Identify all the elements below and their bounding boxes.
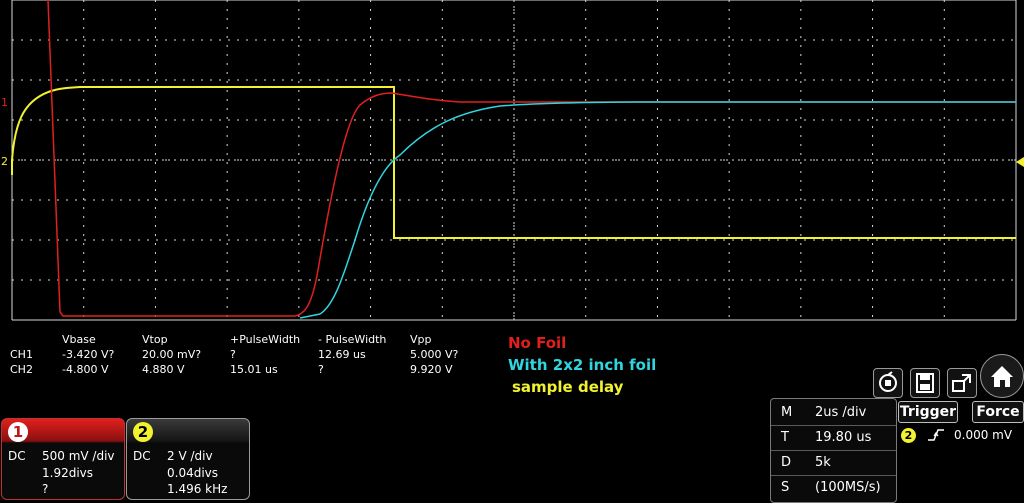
display-icon[interactable] xyxy=(947,368,977,398)
ch1-number-badge: 1 xyxy=(8,422,28,442)
header-vtop: Vtop xyxy=(142,333,168,346)
header-vbase: Vbase xyxy=(62,333,96,346)
timebase-value-d: 5k xyxy=(815,455,831,470)
channel-level-markers[interactable]: 1 2 xyxy=(1,96,1024,168)
ch2-frequency: 1.496 kHz xyxy=(167,482,228,496)
waveform-traces xyxy=(11,0,1016,319)
trigger-level: 0.000 mV xyxy=(954,428,1013,442)
trigger-source-badge: 2 xyxy=(901,428,916,443)
header-pos-pulsewidth: +PulseWidth xyxy=(230,333,301,346)
row-ch1-vpp: 5.000 V? xyxy=(410,348,459,361)
ch1-scale: 500 mV /div xyxy=(42,449,115,463)
channel1-panel[interactable]: 1 DC 500 mV /div 1.92divs ? xyxy=(1,418,125,500)
row-ch1-label: CH1 xyxy=(10,348,33,361)
annotation-sample-delay: sample delay xyxy=(512,378,624,396)
ch2-number-badge: 2 xyxy=(133,422,153,442)
ch2-offset: 0.04divs xyxy=(167,466,219,480)
trigger-level-marker xyxy=(1016,157,1024,167)
row-ch2-vbase: -4.800 V xyxy=(62,363,109,376)
row-ch1-vbase: -3.420 V? xyxy=(62,348,115,361)
yellow-sample-delay-trace xyxy=(11,86,1016,239)
annotation-with-foil: With 2x2 inch foil xyxy=(508,356,657,374)
row-ch2-label: CH2 xyxy=(10,363,33,376)
timebase-value-t: 19.80 us xyxy=(815,430,872,445)
ch1-level-marker: 1 xyxy=(1,96,8,109)
timebase-key-t: T xyxy=(781,430,789,445)
annotation-no-foil: No Foil xyxy=(508,334,567,352)
graticule xyxy=(11,0,1017,321)
row-ch2-vpp: 9.920 V xyxy=(410,363,453,376)
timebase-row-depth: D 5k xyxy=(771,451,896,476)
ch1-coupling: DC xyxy=(8,449,26,463)
timebase-panel[interactable]: M 2us /div T 19.80 us D 5k S (100MS/s) xyxy=(770,398,897,503)
home-icon[interactable] xyxy=(980,354,1024,398)
row-ch1-pos-pw: ? xyxy=(230,348,236,361)
timebase-value-s: (100MS/s) xyxy=(815,480,881,495)
timebase-row-samplerate: S (100MS/s) xyxy=(771,476,896,500)
row-ch2-neg-pw: ? xyxy=(318,363,324,376)
timebase-row-trigger-time: T 19.80 us xyxy=(771,426,896,451)
save-icon[interactable] xyxy=(910,368,940,398)
header-vpp: Vpp xyxy=(410,333,432,346)
ch2-level-marker: 2 xyxy=(1,155,8,168)
timebase-key-s: S xyxy=(781,480,790,495)
red-ch1-trace xyxy=(47,0,1016,317)
cyan-ch2-trace xyxy=(299,101,1016,319)
ch2-coupling: DC xyxy=(133,449,151,463)
ch1-offset: 1.92divs xyxy=(42,466,94,480)
row-ch2-vtop: 4.880 V xyxy=(142,363,185,376)
row-ch1-neg-pw: 12.69 us xyxy=(318,348,366,361)
header-neg-pulsewidth: - PulseWidth xyxy=(318,333,387,346)
oscilloscope-screen[interactable]: 1 2 xyxy=(0,0,1024,330)
timebase-row-main: M 2us /div xyxy=(771,401,896,426)
timebase-key-m: M xyxy=(781,405,793,420)
channel2-panel[interactable]: 2 DC 2 V /div 0.04divs 1.496 kHz xyxy=(126,418,250,500)
force-button[interactable]: Force xyxy=(972,401,1024,423)
trigger-button[interactable]: Trigger xyxy=(898,401,958,423)
timebase-key-d: D xyxy=(781,455,792,470)
ch1-frequency: ? xyxy=(42,482,49,496)
timebase-value-m: 2us /div xyxy=(815,405,867,420)
row-ch1-vtop: 20.00 mV? xyxy=(142,348,202,361)
rising-edge-icon xyxy=(926,427,946,447)
ch2-scale: 2 V /div xyxy=(167,449,213,463)
autoset-icon[interactable] xyxy=(873,368,903,398)
row-ch2-pos-pw: 15.01 us xyxy=(230,363,278,376)
